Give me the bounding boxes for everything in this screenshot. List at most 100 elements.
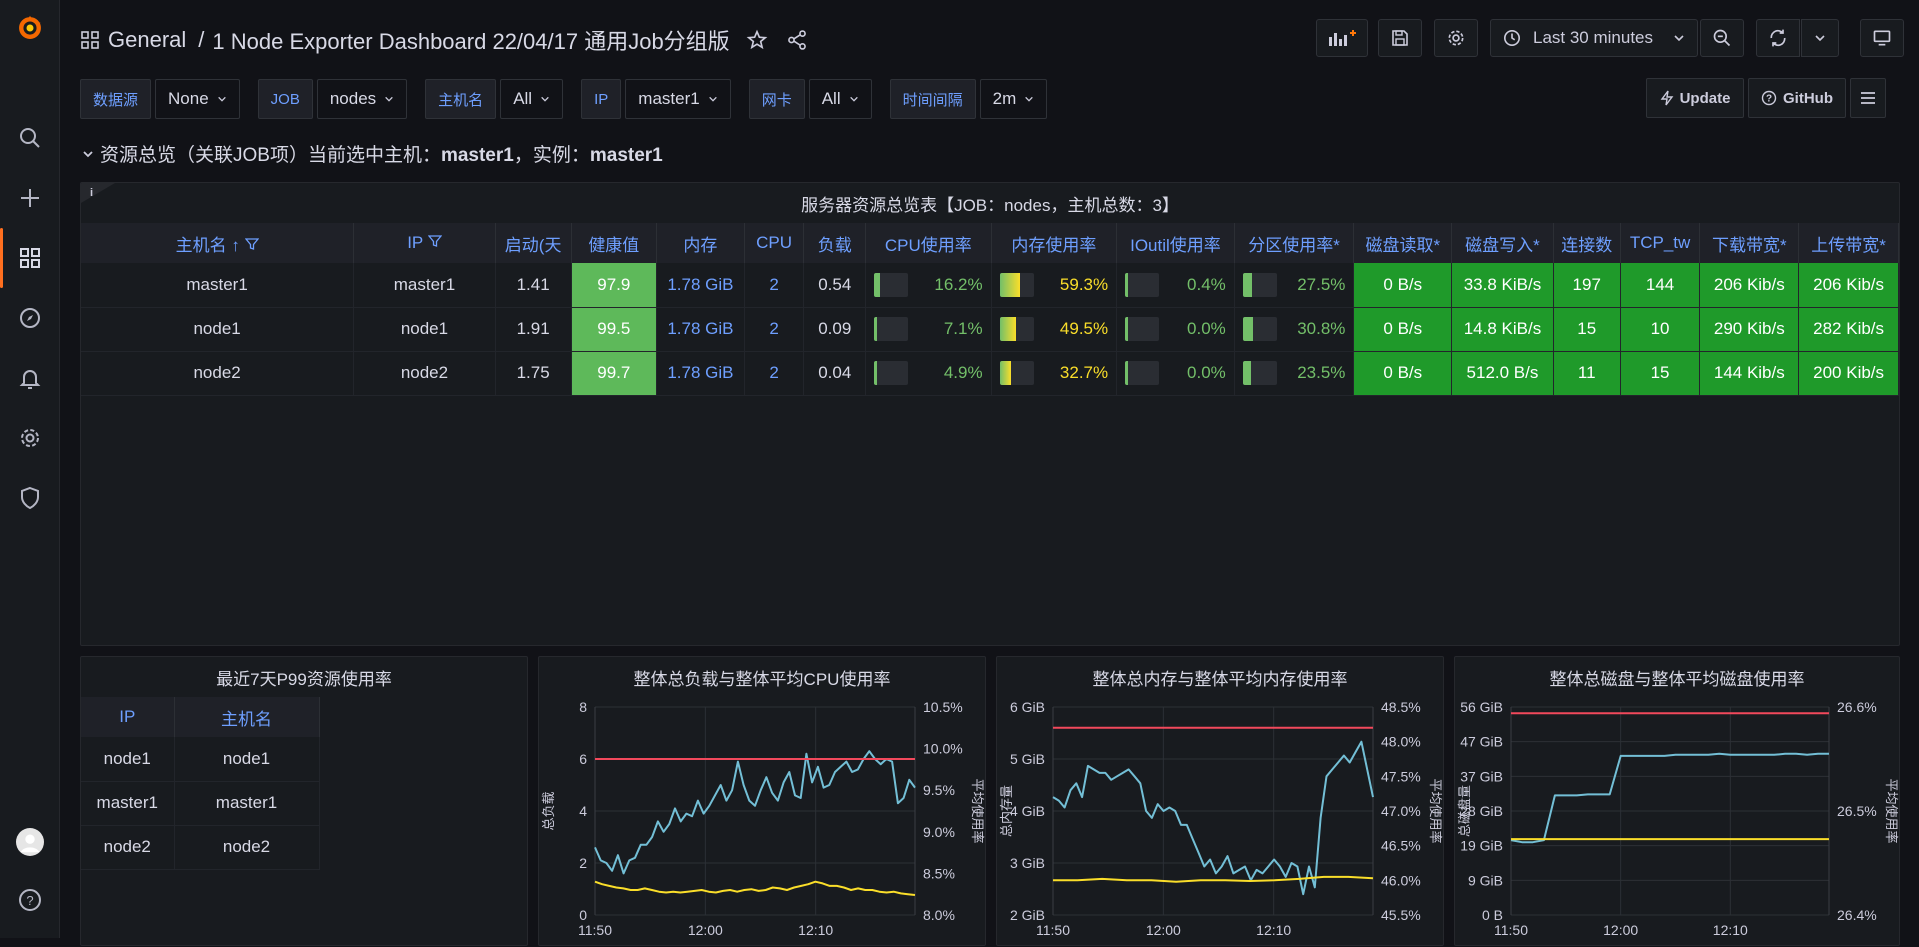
github-label: GitHub [1783, 89, 1833, 107]
update-link[interactable]: Update [1646, 78, 1744, 118]
tv-mode-button[interactable] [1860, 19, 1904, 57]
column-header-memory[interactable]: 内存 [656, 223, 745, 263]
column-header-label: IP [407, 233, 423, 252]
cell-disk-write: 33.8 KiB/s [1451, 263, 1554, 308]
gauge-value: 7.1% [943, 319, 983, 338]
column-header-mem-usage[interactable]: 内存使用率 [991, 223, 1118, 263]
cell-download: 144 Kib/s [1699, 351, 1800, 396]
gauge-track [874, 361, 909, 385]
column-header-label: 下载带宽* [1712, 235, 1787, 255]
save-icon [1392, 30, 1408, 46]
svg-text:?: ? [26, 893, 33, 908]
var-select-hostname[interactable]: All [500, 79, 564, 119]
zoom-out-button[interactable] [1700, 19, 1744, 57]
sort-asc-icon[interactable]: ↑ [231, 235, 240, 255]
cell-uptime: 1.91 [495, 307, 572, 352]
gauge-track [1125, 317, 1160, 341]
var-select-interval[interactable]: 2m [979, 79, 1048, 119]
column-header-disk-read[interactable]: 磁盘读取* [1353, 223, 1453, 263]
cell-load: 0.54 [803, 263, 867, 308]
column-header-health[interactable]: 健康值 [571, 223, 658, 263]
refresh-interval-dropdown[interactable] [1801, 19, 1839, 57]
y-axis-label: 总磁盘量 [1457, 785, 1472, 837]
filter-icon[interactable] [427, 234, 443, 248]
column-header-upload[interactable]: 上传带宽* [1798, 223, 1899, 263]
github-link[interactable]: ? GitHub [1748, 78, 1846, 118]
column-header-hostname[interactable]: 主机名 [174, 697, 320, 737]
x-tick-label: 11:50 [1494, 922, 1528, 938]
memory-chart[interactable]: 总内存量 平均使用率 2 GiB 3 GiB 4 GiB 5 GiB 6 GiB 45.5% 4… [997, 697, 1443, 947]
column-header-ip[interactable]: IP [353, 223, 496, 263]
chevron-down-icon [217, 96, 226, 102]
plus-icon[interactable] [16, 184, 44, 212]
star-icon[interactable] [746, 29, 768, 51]
y-right-tick-label: 46.0% [1381, 872, 1421, 888]
cell-disk-read: 0 B/s [1353, 351, 1453, 396]
search-icon[interactable] [16, 124, 44, 152]
table-row: master1 master1 [81, 781, 320, 826]
column-header-uptime[interactable]: 启动(天 [495, 223, 572, 263]
x-tick-label: 12:10 [1256, 922, 1291, 938]
column-header-cpu[interactable]: CPU [744, 223, 805, 263]
cell-uptime: 1.41 [495, 263, 572, 308]
column-header-partition-usage[interactable]: 分区使用率* [1234, 223, 1355, 263]
var-value: nodes [329, 89, 377, 108]
column-header-ip[interactable]: IP [81, 697, 175, 737]
save-dashboard-button[interactable] [1378, 19, 1422, 57]
table-row: node2 node2 [81, 825, 320, 870]
cell-tcp-tw: 144 [1620, 263, 1701, 308]
avatar[interactable] [16, 828, 44, 856]
cell-cpu: 2 [744, 351, 805, 396]
help-icon[interactable]: ? [16, 886, 44, 914]
cell-uptime: 1.75 [495, 351, 572, 396]
column-header-cpu-usage[interactable]: CPU使用率 [865, 223, 992, 263]
column-header-download[interactable]: 下载带宽* [1699, 223, 1800, 263]
column-header-label: 内存使用率 [1011, 235, 1097, 255]
share-icon[interactable] [786, 29, 808, 51]
column-header-ioutil[interactable]: IOutil使用率 [1116, 223, 1235, 263]
info-corner-icon[interactable]: i [81, 183, 115, 203]
var-select-job[interactable]: nodes [316, 79, 408, 119]
bar-gauge: 32.7% [992, 361, 1117, 385]
column-header-tcp-tw[interactable]: TCP_tw [1620, 223, 1701, 263]
hamburger-icon [1861, 92, 1875, 104]
svg-text:?: ? [1766, 94, 1772, 105]
disk-chart[interactable]: 总磁盘量 平均使用率 0 B 9 GiB 19 GiB 28 GiB 37 GiB 47 Gi… [1455, 697, 1899, 947]
column-header-load[interactable]: 负载 [803, 223, 867, 263]
breadcrumb-folder[interactable]: General [108, 27, 187, 52]
gear-icon[interactable] [16, 424, 44, 452]
load-cpu-chart[interactable]: 总负载 平均使用率 0 2 4 6 8 8.0% 8.5% 9.0% 9.5% 10.0% 10.5% 1… [539, 697, 985, 947]
cell-connections: 15 [1553, 307, 1621, 352]
row-header[interactable]: 资源总览（关联JOB项）当前选中主机：master1，实例：master1 [82, 140, 663, 167]
var-select-datasource[interactable]: None [155, 79, 240, 119]
gauge-fill [1125, 317, 1129, 341]
y-tick-label: 4 GiB [1010, 803, 1045, 819]
dashboards-icon[interactable] [16, 244, 44, 272]
gauge-value: 23.5% [1297, 363, 1346, 382]
var-select-ip[interactable]: master1 [625, 79, 731, 119]
series-line-1 [594, 880, 916, 896]
filter-icon[interactable] [244, 237, 259, 251]
add-panel-button[interactable] [1316, 19, 1368, 57]
dashboard-title[interactable]: 1 Node Exporter Dashboard 22/04/17 通用Job… [212, 29, 730, 54]
menu-button[interactable] [1850, 78, 1886, 118]
time-range-picker[interactable]: Last 30 minutes [1490, 19, 1698, 57]
cog-icon [1448, 30, 1464, 46]
bell-icon[interactable] [16, 364, 44, 392]
table-row: master1 master1 1.41 97.9 1.78 GiB 2 0.54 16.2%… [81, 263, 1899, 308]
cell-io_pct: 0.0% [1116, 351, 1235, 396]
y-right-tick-label: 48.5% [1381, 699, 1421, 715]
gauge-fill [1125, 272, 1129, 297]
column-header-hostname[interactable]: 主机名 ↑ [81, 223, 355, 263]
shield-icon[interactable] [16, 484, 44, 512]
cell-cpu: 2 [744, 307, 805, 352]
compass-icon[interactable] [16, 304, 44, 332]
var-select-nic[interactable]: All [808, 79, 872, 119]
column-header-disk-write[interactable]: 磁盘写入* [1451, 223, 1554, 263]
refresh-button[interactable] [1756, 19, 1800, 57]
column-header-connections[interactable]: 连接数 [1553, 223, 1621, 263]
monitor-icon [1873, 30, 1891, 46]
dashboard-settings-button[interactable] [1434, 19, 1478, 57]
grafana-logo-icon[interactable] [16, 14, 44, 42]
panel-title: 最近7天P99资源使用率 [216, 670, 392, 689]
